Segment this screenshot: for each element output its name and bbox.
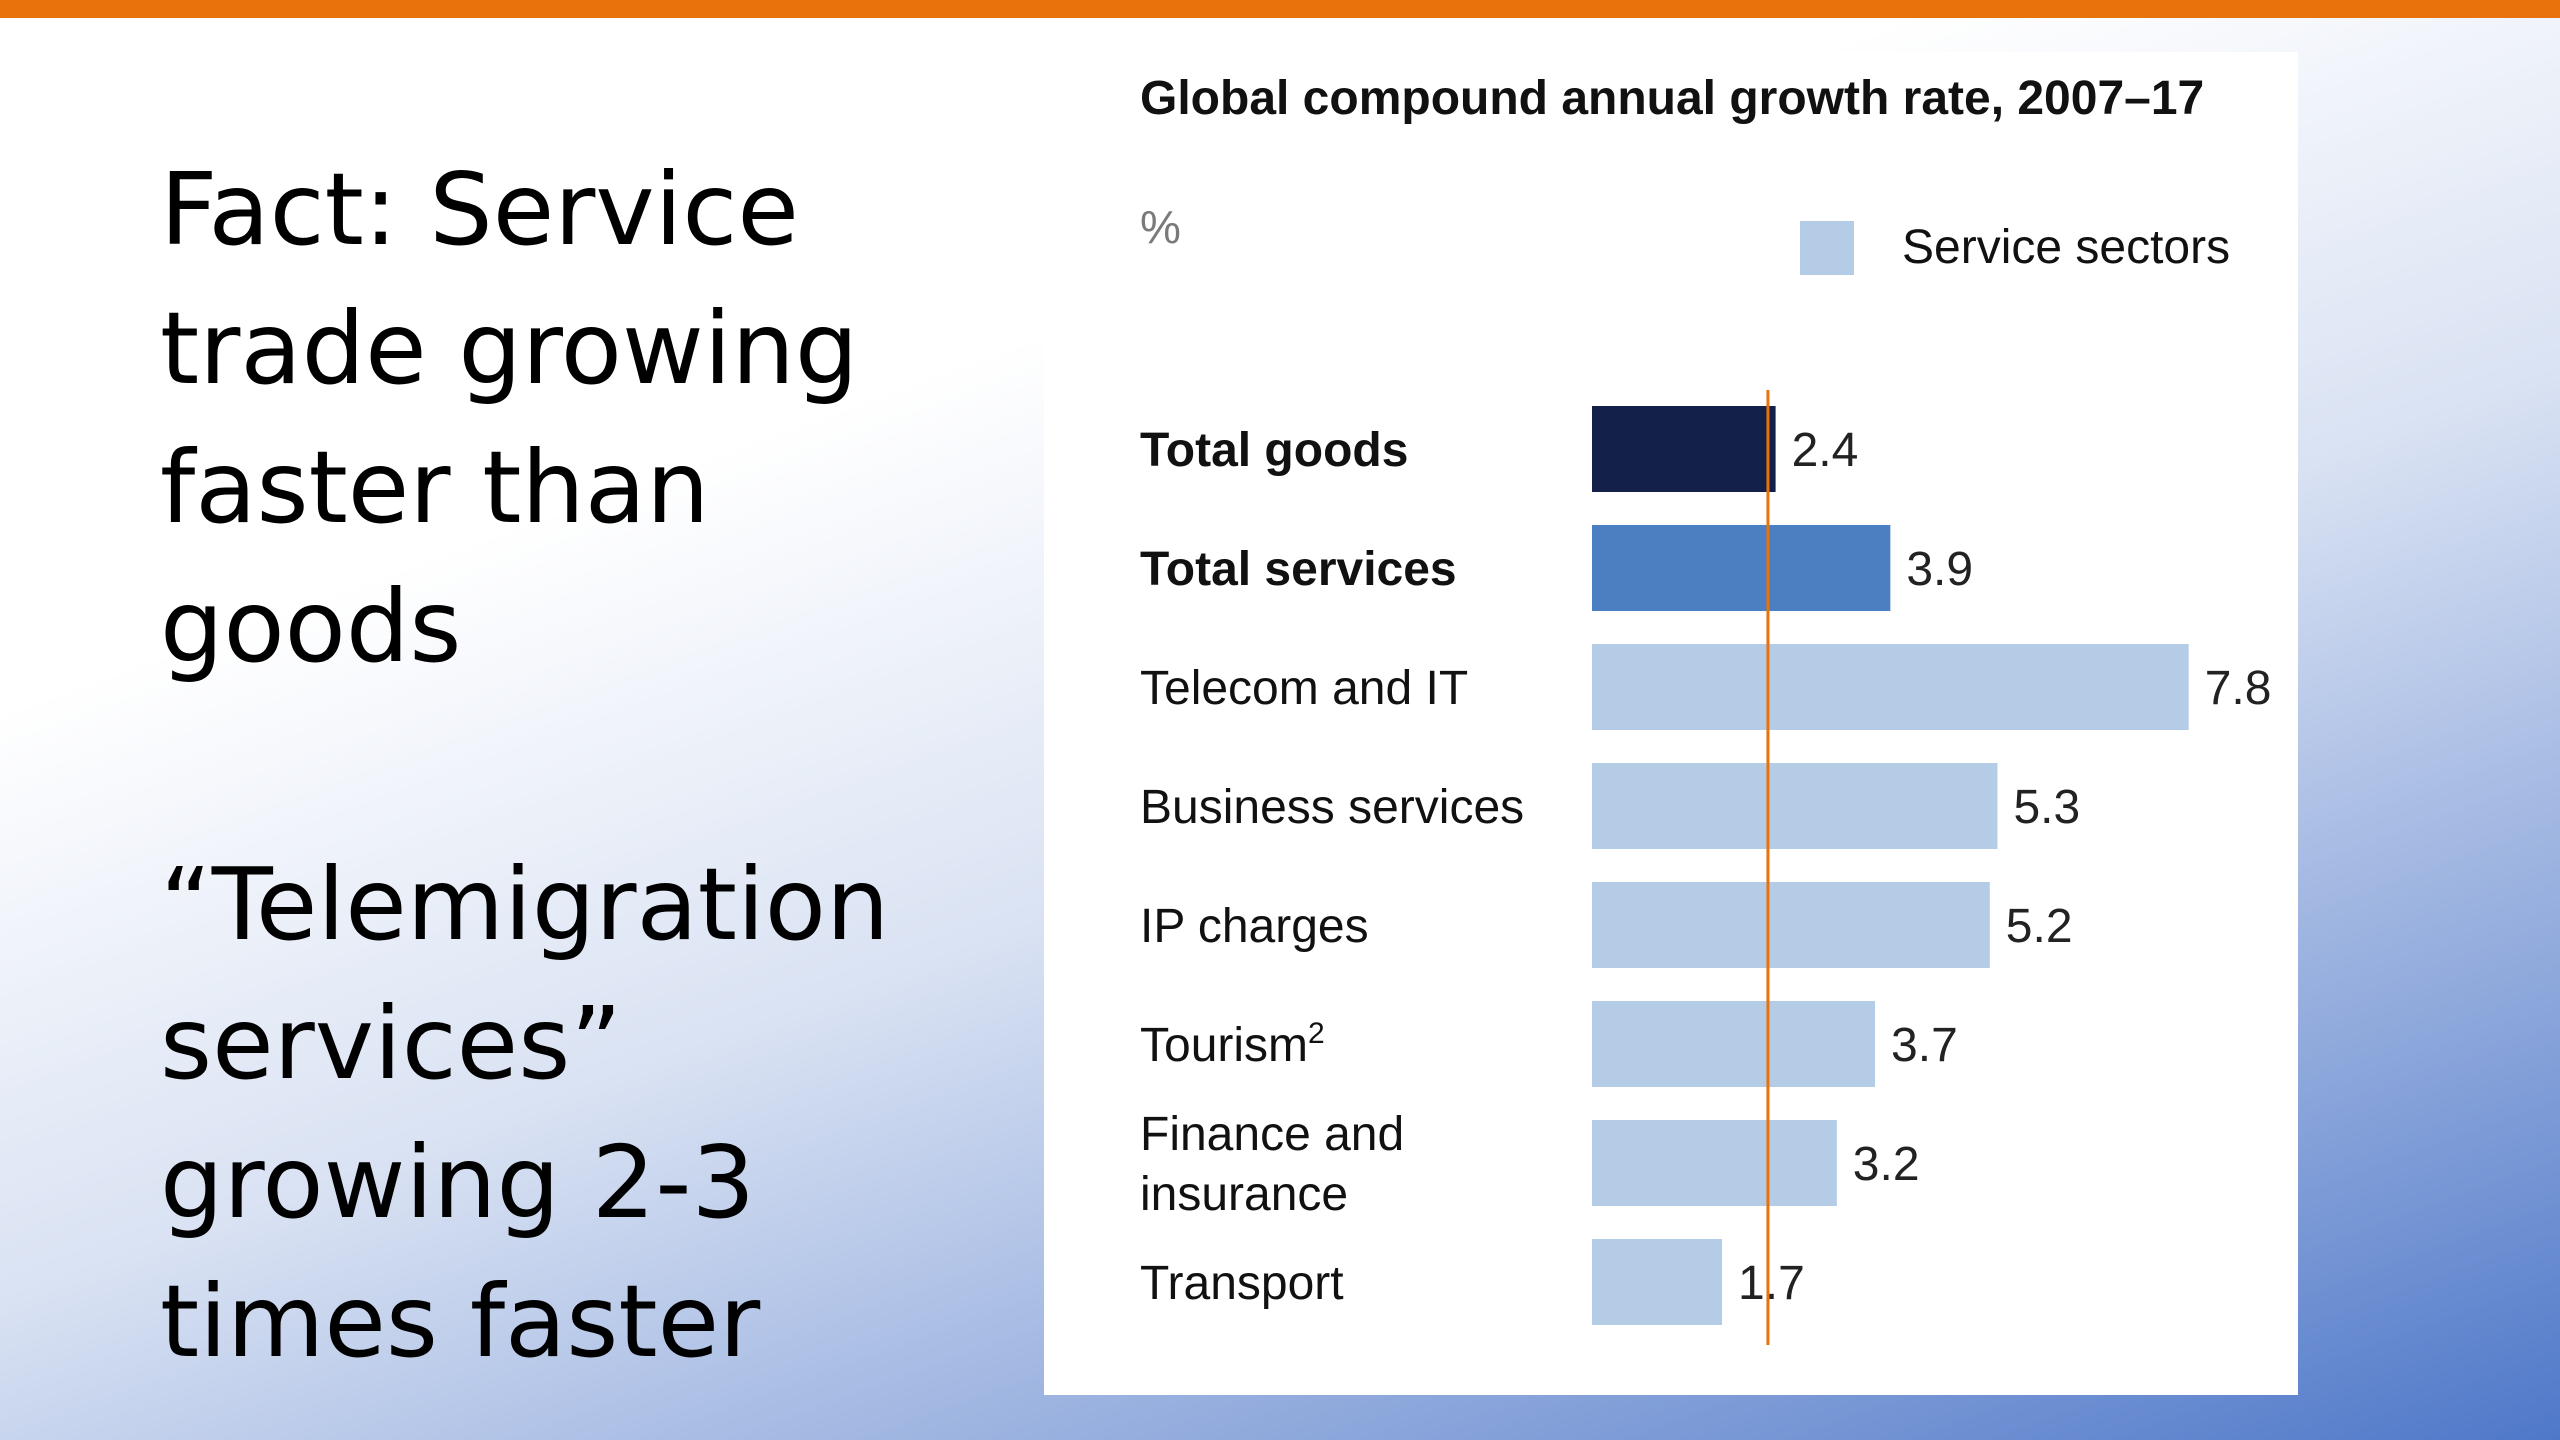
value-label-tourism: 3.7 [1891, 1019, 1958, 1072]
category-label-total-goods: Total goods [1140, 424, 1408, 477]
category-label-total-services: Total services [1140, 543, 1457, 596]
fact-line-4: goods [160, 568, 462, 685]
fact-line-3: faster than [160, 429, 710, 546]
value-label-total-services: 3.9 [1906, 543, 1973, 596]
value-label-total-goods: 2.4 [1792, 424, 1859, 477]
category-label-ip-charges: IP charges [1140, 900, 1369, 953]
text-gap [160, 696, 1020, 835]
quote-line-2: services” [160, 985, 623, 1102]
bar-transport [1592, 1239, 1723, 1325]
value-label-finance-and-insurance: 3.2 [1853, 1138, 1920, 1191]
legend-swatch [1800, 220, 1854, 275]
bar-total-services [1592, 525, 1891, 611]
quote-line-4: times faster [160, 1263, 761, 1380]
category-label-finance-and-insurance: Finance and insurance [1140, 1108, 1404, 1221]
bar-tourism [1592, 1001, 1876, 1087]
chart-unit-label: % [1140, 201, 1181, 253]
bar-total-goods [1592, 406, 1776, 492]
category-label-business-services: Business services [1140, 781, 1524, 834]
category-label-tourism: Tourism2 [1140, 1017, 1325, 1072]
fact-line-1: Fact: Service [160, 151, 799, 268]
bar-ip-charges [1592, 882, 1990, 968]
bar-telecom-and-it [1592, 644, 2189, 730]
chart-panel: Global compound annual growth rate, 2007… [1044, 52, 2298, 1395]
value-label-business-services: 5.3 [2013, 781, 2080, 834]
quote-line-1: “Telemigration [160, 846, 890, 963]
bar-chart: 2.4 Total goods 3.9 Total services 7.8 Teleco… [1140, 390, 2272, 1345]
top-accent-bar [0, 0, 2560, 18]
legend-label: Service sectors [1902, 221, 2231, 274]
quote-line-3: growing 2-3 [160, 1124, 756, 1241]
value-label-ip-charges: 5.2 [2006, 900, 2073, 953]
chart-title: Global compound annual growth rate, 2007… [1140, 72, 2205, 125]
value-label-transport: 1.7 [1738, 1257, 1805, 1310]
chart-legend: Service sectors [1800, 220, 2230, 275]
category-label-telecom-and-it: Telecom and IT [1140, 662, 1468, 715]
fact-line-2: trade growing [160, 290, 859, 407]
bar-finance-and-insurance [1592, 1120, 1837, 1206]
value-label-telecom-and-it: 7.8 [2205, 662, 2272, 715]
category-label-transport: Transport [1140, 1257, 1344, 1310]
bar-business-services [1592, 763, 1998, 849]
slide-text-block: Fact: Service trade growing faster than … [160, 140, 1020, 1391]
